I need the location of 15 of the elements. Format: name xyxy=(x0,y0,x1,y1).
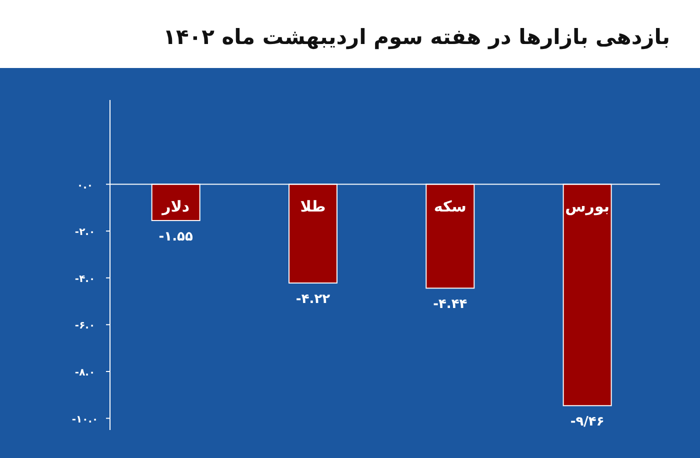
data-label: -۹/۴۶ xyxy=(570,414,604,430)
y-tick-label: -۲.۰ xyxy=(74,227,96,238)
y-tick-label: -۱۰.۰ xyxy=(72,414,98,426)
data-label: -۴.۴۴ xyxy=(433,297,468,312)
y-tick-label: -۸.۰ xyxy=(74,367,96,378)
x-tick-label: دلار xyxy=(161,197,190,216)
x-tick-label: بورس xyxy=(565,197,610,216)
x-tick-label: سکه xyxy=(434,197,466,216)
data-label: -۱.۵۵ xyxy=(158,230,193,245)
y-tick-label: -۴.۰ xyxy=(74,274,96,285)
y-tick-label: ۰.۰ xyxy=(76,180,94,192)
y-tick-label: -۶.۰ xyxy=(74,320,96,332)
chart-title: بازدهی بازارها در هفته سوم اردیبهشت ماه ۱۴۰۲ xyxy=(163,25,670,50)
x-tick-label: طلا xyxy=(300,197,326,216)
data-label: -۴.۲۲ xyxy=(296,292,330,308)
